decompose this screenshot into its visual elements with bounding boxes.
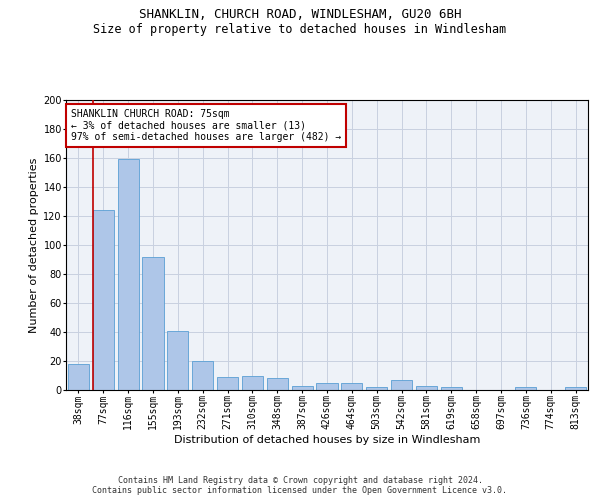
Bar [93, 210, 114, 390]
Bar [441, 387, 462, 390]
Bar [565, 387, 586, 390]
Bar [118, 160, 139, 390]
Bar [167, 330, 188, 390]
Bar [316, 383, 338, 390]
Text: Size of property relative to detached houses in Windlesham: Size of property relative to detached ho… [94, 22, 506, 36]
Bar [217, 377, 238, 390]
X-axis label: Distribution of detached houses by size in Windlesham: Distribution of detached houses by size … [174, 435, 480, 445]
Text: Contains HM Land Registry data © Crown copyright and database right 2024.
Contai: Contains HM Land Registry data © Crown c… [92, 476, 508, 495]
Bar [142, 256, 164, 390]
Bar [391, 380, 412, 390]
Bar [416, 386, 437, 390]
Bar [366, 387, 387, 390]
Bar [267, 378, 288, 390]
Bar [341, 383, 362, 390]
Bar [242, 376, 263, 390]
Bar [68, 364, 89, 390]
Bar [515, 387, 536, 390]
Bar [192, 361, 213, 390]
Y-axis label: Number of detached properties: Number of detached properties [29, 158, 39, 332]
Text: SHANKLIN CHURCH ROAD: 75sqm
← 3% of detached houses are smaller (13)
97% of semi: SHANKLIN CHURCH ROAD: 75sqm ← 3% of deta… [71, 108, 341, 142]
Text: SHANKLIN, CHURCH ROAD, WINDLESHAM, GU20 6BH: SHANKLIN, CHURCH ROAD, WINDLESHAM, GU20 … [139, 8, 461, 20]
Bar [292, 386, 313, 390]
